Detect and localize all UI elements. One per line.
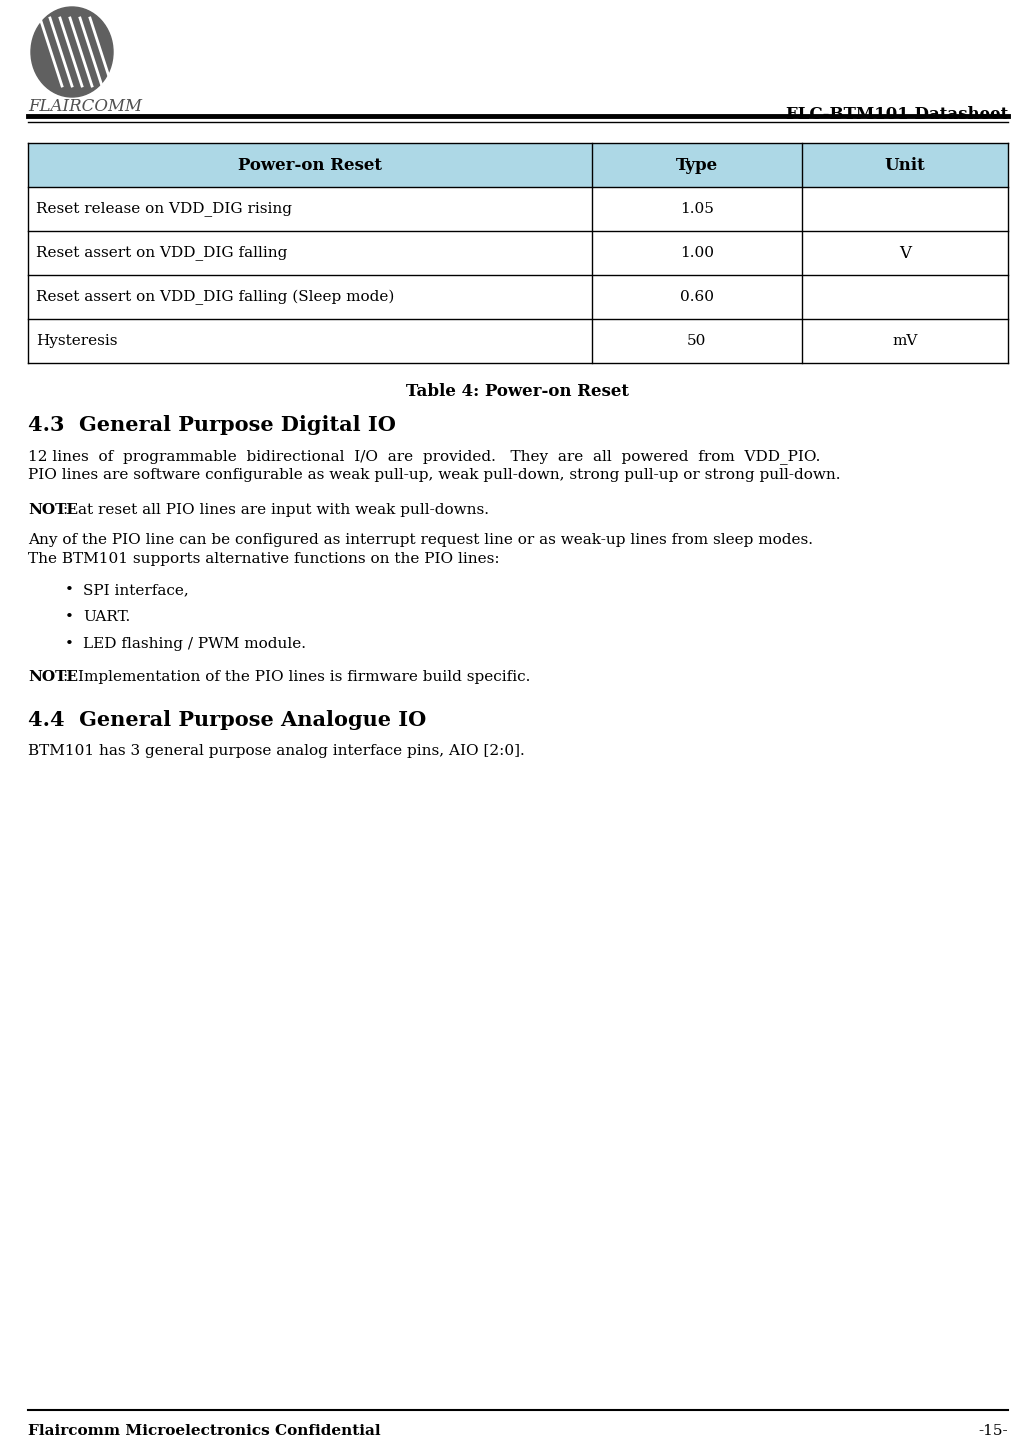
Text: :  at reset all PIO lines are input with weak pull-downs.: : at reset all PIO lines are input with …: [63, 503, 489, 517]
Text: UART.: UART.: [83, 610, 131, 624]
Text: Flaircomm Microelectronics Confidential: Flaircomm Microelectronics Confidential: [28, 1424, 380, 1438]
Text: LED flashing / PWM module.: LED flashing / PWM module.: [83, 637, 306, 651]
Text: 4.4  General Purpose Analogue IO: 4.4 General Purpose Analogue IO: [28, 710, 426, 731]
Text: 4.3  General Purpose Digital IO: 4.3 General Purpose Digital IO: [28, 415, 396, 435]
Text: Any of the PIO line can be configured as interrupt request line or as weak-up li: Any of the PIO line can be configured as…: [28, 533, 813, 548]
Text: •: •: [65, 637, 74, 651]
Text: Type: Type: [675, 157, 718, 173]
Text: FLC-BTM101 Datasheet: FLC-BTM101 Datasheet: [785, 107, 1008, 122]
Text: 12 lines  of  programmable  bidirectional  I/O  are  provided.   They  are  all : 12 lines of programmable bidirectional I…: [28, 450, 821, 464]
Text: Reset release on VDD_DIG rising: Reset release on VDD_DIG rising: [36, 202, 292, 216]
Text: BTM101 has 3 general purpose analog interface pins, AIO [2:0].: BTM101 has 3 general purpose analog inte…: [28, 744, 525, 758]
Text: •: •: [65, 584, 74, 597]
Text: Reset assert on VDD_DIG falling (Sleep mode): Reset assert on VDD_DIG falling (Sleep m…: [36, 290, 395, 304]
Text: :  Implementation of the PIO lines is firmware build specific.: : Implementation of the PIO lines is fir…: [63, 670, 530, 684]
Text: mV: mV: [892, 334, 918, 347]
Text: -15-: -15-: [978, 1424, 1008, 1438]
Text: 1.05: 1.05: [680, 202, 714, 216]
Text: 50: 50: [687, 334, 707, 347]
Text: Hysteresis: Hysteresis: [36, 334, 117, 347]
Text: PIO lines are software configurable as weak pull-up, weak pull-down, strong pull: PIO lines are software configurable as w…: [28, 468, 840, 481]
Text: SPI interface,: SPI interface,: [83, 584, 189, 597]
Text: V: V: [899, 245, 911, 261]
Ellipse shape: [31, 7, 113, 97]
Text: 1.00: 1.00: [680, 246, 714, 259]
Text: NOTE: NOTE: [28, 670, 78, 684]
Text: The BTM101 supports alternative functions on the PIO lines:: The BTM101 supports alternative function…: [28, 552, 499, 566]
Text: Reset assert on VDD_DIG falling: Reset assert on VDD_DIG falling: [36, 245, 287, 261]
Text: Table 4: Power-on Reset: Table 4: Power-on Reset: [406, 383, 630, 401]
Text: NOTE: NOTE: [28, 503, 78, 517]
Text: 0.60: 0.60: [680, 290, 714, 304]
Text: FLAIRCOMM: FLAIRCOMM: [28, 98, 142, 115]
Bar: [28, 143, 1008, 187]
Text: Unit: Unit: [885, 157, 925, 173]
Text: •: •: [65, 610, 74, 624]
Text: Power-on Reset: Power-on Reset: [237, 157, 381, 173]
